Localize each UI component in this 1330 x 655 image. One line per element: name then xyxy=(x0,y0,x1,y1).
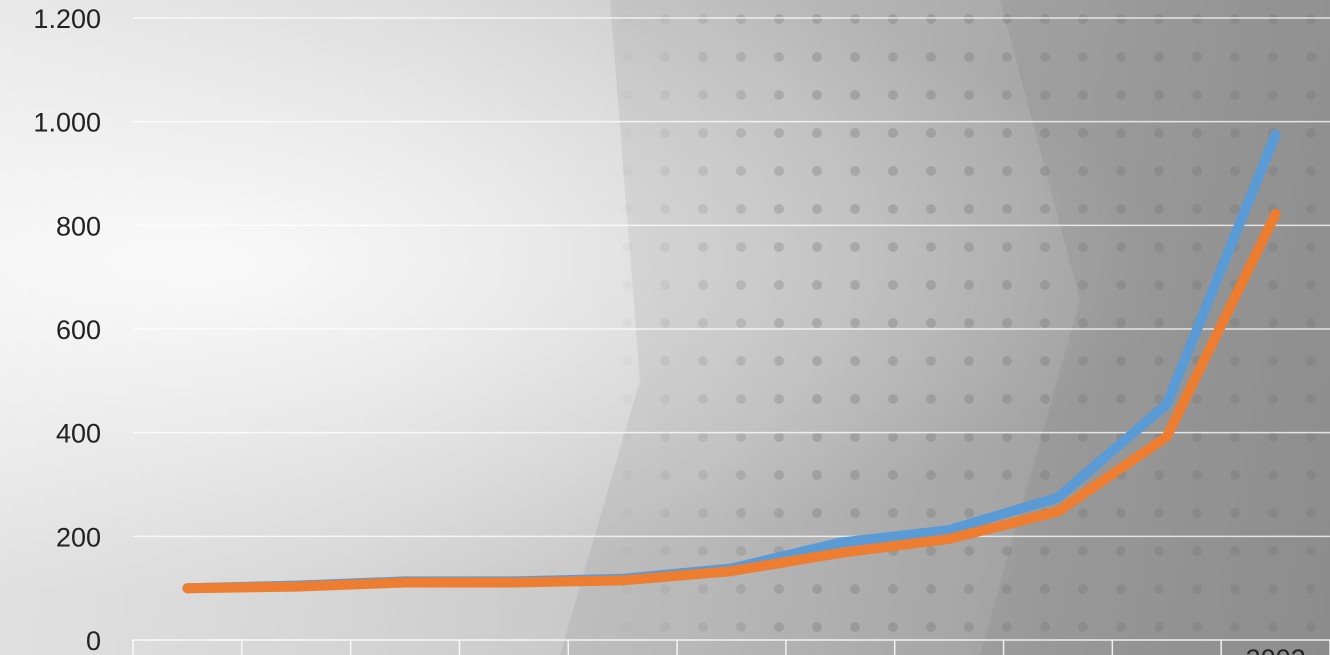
series-2-point xyxy=(404,581,406,583)
series-1-point xyxy=(948,529,950,531)
y-tick-label: 600 xyxy=(56,315,101,345)
x-axis xyxy=(132,639,1330,655)
x-axis-tick-labels: 2002 xyxy=(1246,644,1306,655)
series-2-point xyxy=(839,552,841,554)
series-2-point xyxy=(731,570,732,572)
y-tick-label: 0 xyxy=(86,626,101,655)
series-lines xyxy=(182,129,1281,594)
y-axis-tick-labels: 0 200 400 600 800 1.000 1.200 xyxy=(33,4,101,655)
series-2-point xyxy=(1275,213,1277,215)
y-tick-label: 1.000 xyxy=(33,108,101,138)
series-2-point xyxy=(622,579,624,581)
series-1-point xyxy=(839,542,841,544)
series-2-point xyxy=(1057,510,1059,512)
y-tick-label: 200 xyxy=(56,522,101,552)
series-2-point xyxy=(295,586,297,588)
series-1-point xyxy=(1057,496,1059,498)
y-tick-label: 800 xyxy=(56,211,101,241)
series-2-point xyxy=(186,587,188,589)
series-2-point xyxy=(948,538,950,540)
series-1-point xyxy=(1275,134,1277,136)
series-1-point xyxy=(1166,403,1168,405)
y-tick-label: 1.200 xyxy=(33,4,101,34)
series-2-point xyxy=(1166,436,1168,438)
series-2-point xyxy=(513,581,515,583)
y-tick-label: 400 xyxy=(56,419,101,449)
x-tick-label: 2002 xyxy=(1246,644,1306,655)
